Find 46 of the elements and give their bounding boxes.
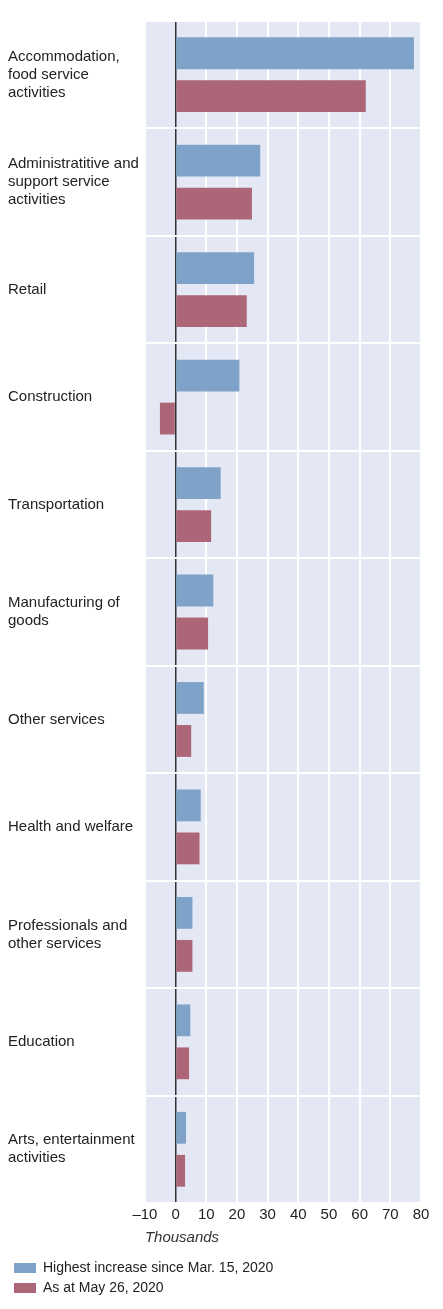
x-tick-label: 20: [228, 1205, 246, 1223]
x-tick-label: 80: [412, 1205, 430, 1223]
bar: [159, 402, 175, 435]
x-tick-label: 70: [381, 1205, 399, 1223]
bar: [176, 939, 193, 972]
y-tick-label: Professionals and other services: [8, 915, 128, 951]
bar: [176, 574, 214, 607]
y-tick-label: Accommodation, food service activities: [8, 46, 120, 100]
x-tick-label: 10: [197, 1205, 215, 1223]
y-tick-label: Arts, entertainment activities: [8, 1130, 136, 1166]
legend-label: As at May 26, 2020: [43, 1278, 164, 1295]
bar: [176, 295, 247, 328]
x-tick-label: 50: [320, 1205, 338, 1223]
bar: [176, 789, 201, 822]
legend-label: Highest increase since Mar. 15, 2020: [43, 1258, 274, 1275]
x-tick-label: –10: [132, 1205, 158, 1223]
x-tick-label: 40: [289, 1205, 307, 1223]
bar: [176, 896, 193, 929]
bar: [176, 359, 240, 392]
bar: [176, 682, 204, 714]
bar: [176, 80, 366, 113]
bar: [176, 187, 252, 220]
bar: [176, 1004, 191, 1037]
bar: [176, 510, 212, 542]
y-tick-label: Education: [8, 1031, 75, 1049]
x-tick-label: 60: [351, 1205, 368, 1223]
bar: [176, 617, 209, 650]
x-tick-label: 30: [259, 1205, 276, 1223]
y-tick-label: Administratitive and support service activities: [8, 154, 139, 208]
bar: [176, 832, 200, 865]
bar: [176, 37, 414, 70]
bar: [176, 725, 192, 757]
x-axis-title: Thousands: [144, 1228, 220, 1246]
y-tick-label: Transportation: [8, 494, 105, 512]
y-tick-label: Manufacturing of goods: [8, 593, 121, 629]
y-tick-label: Health and welfare: [8, 817, 134, 835]
bar: [176, 467, 221, 499]
bar: [176, 1047, 190, 1080]
y-tick-label: Retail: [8, 279, 47, 297]
y-tick-label: Other services: [8, 709, 105, 727]
bar: [176, 252, 255, 285]
y-tick-label: Construction: [8, 387, 93, 405]
bar: [176, 144, 261, 177]
x-tick-label: 0: [171, 1205, 180, 1223]
bar: [176, 1154, 186, 1187]
bar: [176, 1111, 186, 1144]
